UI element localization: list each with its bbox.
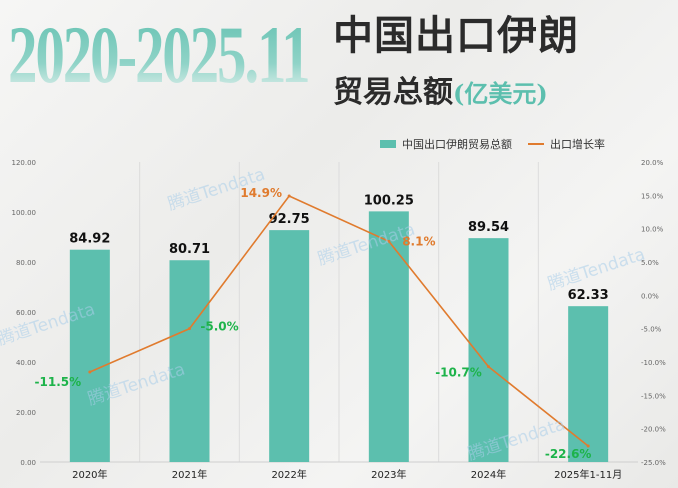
y-right-tick: 15.0% (641, 192, 664, 200)
bar-value-label: 89.54 (468, 220, 509, 235)
growth-label: 14.9% (240, 186, 282, 200)
growth-label: -11.5% (35, 375, 82, 389)
x-tick-label: 2024年 (471, 468, 506, 481)
bar-value-label: 84.92 (69, 232, 110, 247)
y-right-tick: -20.0% (641, 426, 666, 434)
y-right-tick: -25.0% (641, 459, 666, 467)
y-left-tick: 120.00 (12, 159, 37, 167)
title-line2: 贸易总额(亿美元) (333, 78, 548, 108)
x-tick-label: 2022年 (271, 468, 306, 481)
bar-value-label: 100.25 (364, 193, 414, 208)
x-tick-label: 2023年 (371, 468, 406, 481)
y-right-tick: 10.0% (641, 226, 664, 234)
x-tick-label: 2020年 (72, 468, 107, 481)
growth-point (88, 370, 92, 374)
growth-line (89, 195, 589, 447)
y-left-tick: 40.00 (16, 359, 36, 367)
y-left-tick: 0.00 (20, 459, 36, 467)
legend-bar-swatch (380, 140, 396, 148)
growth-label: -10.7% (435, 366, 482, 380)
bar (568, 306, 609, 462)
x-tick-label: 2025年1-11月 (554, 468, 622, 481)
y-right-tick: 20.0% (641, 159, 664, 167)
legend: 中国出口伊朗贸易总额 出口增长率 (380, 136, 605, 152)
title-line2-text: 贸易总额 (333, 75, 453, 110)
growth-point (287, 194, 291, 198)
y-right-tick: -15.0% (641, 392, 666, 400)
bar (368, 211, 409, 462)
growth-label: -5.0% (200, 320, 238, 334)
bar (269, 230, 310, 462)
y-right-tick: 5.0% (641, 259, 659, 267)
title-unit: (亿美元) (453, 79, 548, 108)
bar-value-label: 92.75 (269, 212, 310, 227)
growth-point (387, 239, 391, 243)
y-right-tick: -10.0% (641, 359, 666, 367)
y-left-tick: 80.00 (16, 259, 36, 267)
bar-value-label: 62.33 (568, 288, 609, 303)
bar (69, 249, 110, 462)
bar-value-label: 80.71 (169, 242, 210, 257)
legend-line-label: 出口增长率 (550, 138, 605, 151)
growth-label: 8.1% (402, 234, 435, 248)
growth-point (188, 327, 191, 331)
y-right-tick: 0.0% (641, 292, 659, 300)
title-years: 2020-2025.11 (8, 9, 311, 100)
y-left-tick: 60.00 (16, 309, 36, 317)
growth-point (487, 365, 490, 369)
legend-line-swatch (528, 143, 544, 145)
y-left-tick: 100.00 (12, 209, 37, 217)
y-right-tick: -5.0% (641, 326, 662, 334)
title-line1: 中国出口伊朗 (333, 12, 579, 59)
legend-bar-label: 中国出口伊朗贸易总额 (402, 138, 512, 151)
x-tick-label: 2021年 (172, 468, 207, 481)
growth-label: -22.6% (545, 447, 592, 461)
y-left-tick: 20.00 (16, 409, 36, 417)
bar (169, 260, 210, 462)
growth-point (586, 444, 590, 448)
